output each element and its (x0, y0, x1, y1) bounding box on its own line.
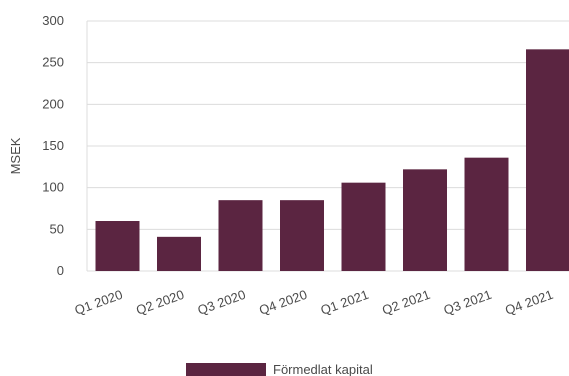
legend: Förmedlat kapital (186, 362, 373, 376)
bar (341, 182, 386, 271)
gridlines (86, 20, 569, 272)
x-tick-label: Q2 2020 (134, 287, 186, 318)
y-tick-label: 200 (42, 96, 64, 111)
y-axis-title: MSEK (8, 137, 23, 174)
y-axis-ticks: 0 50 100 150 200 250 300 (42, 13, 64, 278)
bar (403, 169, 447, 271)
x-tick-label: Q3 2021 (442, 287, 494, 318)
bar (280, 200, 324, 271)
x-axis-ticks: Q1 2020 Q2 2020 Q3 2020 Q4 2020 Q1 2021 Q2 20… (73, 287, 555, 318)
bar (526, 49, 569, 272)
x-tick-label: Q4 2021 (503, 287, 555, 318)
x-tick-label: Q1 2021 (319, 287, 371, 318)
y-tick-label: 100 (42, 180, 64, 195)
x-tick-label: Q4 2020 (257, 287, 309, 318)
legend-swatch (186, 363, 266, 376)
y-tick-label: 300 (42, 13, 64, 28)
bar (218, 200, 263, 271)
legend-label: Förmedlat kapital (273, 362, 373, 376)
x-tick-label: Q2 2021 (380, 287, 432, 318)
y-tick-label: 50 (50, 221, 64, 236)
x-tick-label: Q1 2020 (73, 287, 125, 318)
x-tick-label: Q3 2020 (196, 287, 248, 318)
bar (95, 221, 140, 271)
bar (464, 157, 509, 271)
y-tick-label: 0 (57, 263, 64, 278)
y-tick-label: 250 (42, 55, 64, 70)
bar (157, 236, 201, 271)
bars (95, 49, 569, 272)
y-tick-label: 150 (42, 138, 64, 153)
